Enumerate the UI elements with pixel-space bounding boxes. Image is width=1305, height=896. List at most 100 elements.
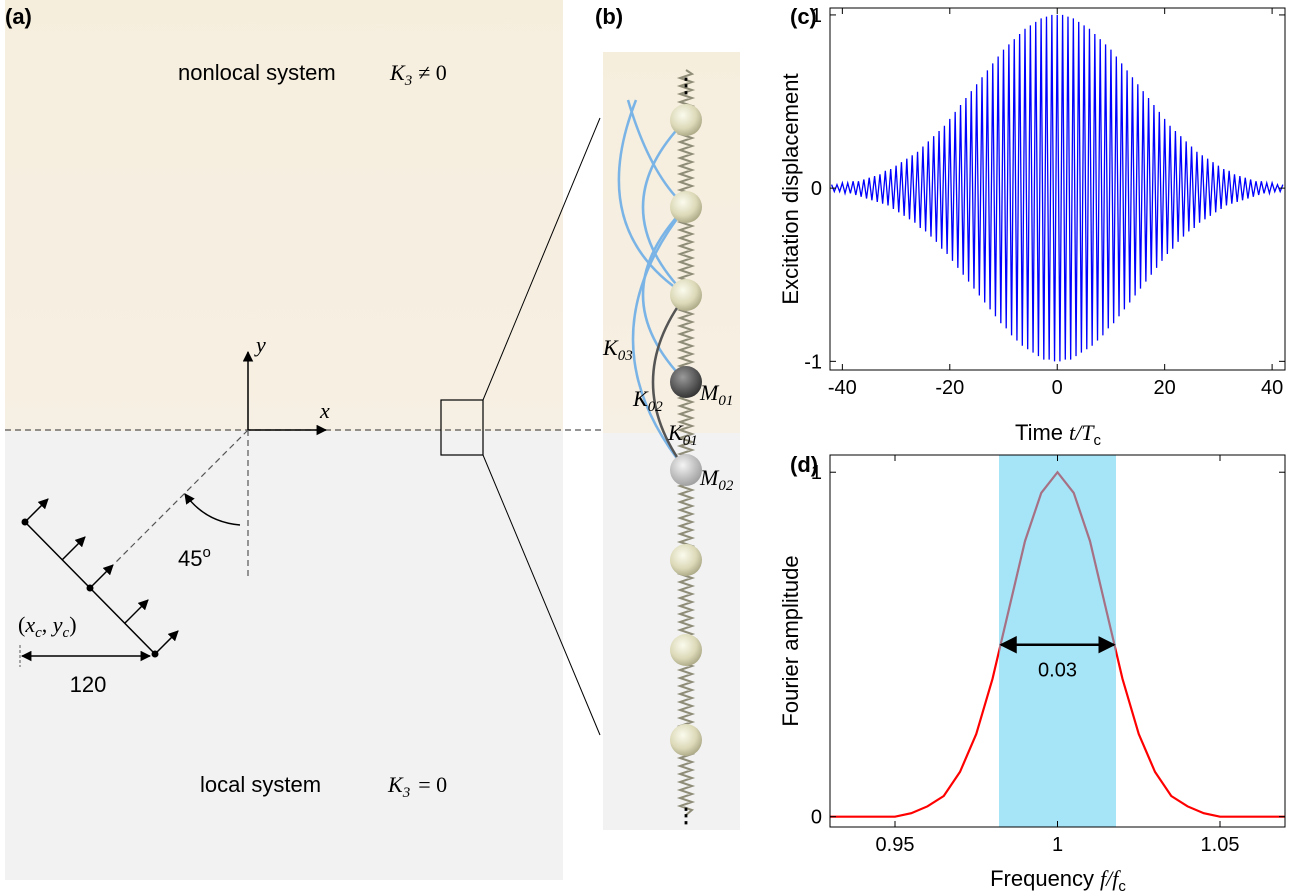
mass bbox=[670, 279, 702, 311]
symbol: M bbox=[699, 380, 720, 405]
panel-label: (a) bbox=[5, 4, 32, 29]
x-tick-label: 0.95 bbox=[876, 834, 915, 856]
text: , bbox=[42, 612, 53, 637]
bandwidth-label: 0.03 bbox=[1038, 660, 1077, 682]
coupling-arc bbox=[641, 206, 687, 383]
zoom-line bbox=[482, 454, 601, 736]
mass-label: M01 bbox=[699, 380, 733, 409]
ellipsis: ⋮ bbox=[676, 805, 696, 827]
mass-label: M02 bbox=[699, 465, 734, 494]
relation: ≠ 0 bbox=[418, 60, 447, 85]
x-tick-label: 1 bbox=[1052, 834, 1063, 856]
subscript: 02 bbox=[718, 478, 734, 494]
symbol: K bbox=[632, 386, 649, 411]
subscript: c bbox=[1094, 432, 1102, 449]
mass bbox=[670, 724, 702, 756]
panel-label: (b) bbox=[595, 4, 623, 29]
guide-line bbox=[114, 429, 249, 564]
frequency-band bbox=[999, 455, 1116, 827]
coupling-arc bbox=[617, 99, 687, 297]
symbol: K bbox=[387, 772, 404, 797]
panel-a-background bbox=[5, 0, 563, 880]
region-equation: K3 = 0 bbox=[387, 772, 447, 801]
text: ) bbox=[69, 612, 76, 637]
relation: = 0 bbox=[418, 772, 447, 797]
x-tick-label: 40 bbox=[1261, 377, 1283, 399]
x-tick-label: 1.05 bbox=[1201, 834, 1240, 856]
x-axis-label: Time t/Tc bbox=[1015, 420, 1102, 449]
subscript: 01 bbox=[683, 433, 698, 449]
source-point bbox=[86, 584, 94, 592]
dimension-label: 120 bbox=[70, 672, 107, 697]
coupling-arc bbox=[641, 119, 687, 296]
source-label: (xc, yc) bbox=[18, 612, 77, 641]
zoom-line bbox=[482, 117, 601, 401]
subscript: c bbox=[1118, 878, 1126, 895]
x-tick-label: 0 bbox=[1052, 377, 1063, 399]
source-arrows bbox=[24, 498, 179, 655]
subscript: 01 bbox=[718, 393, 733, 409]
text: c bbox=[63, 625, 70, 641]
spring-label: K01 bbox=[667, 420, 698, 449]
symbol: f/f bbox=[1100, 866, 1121, 891]
symbol: K bbox=[667, 420, 684, 445]
source-arrow bbox=[124, 599, 149, 624]
region-label: local system bbox=[200, 772, 321, 797]
angle-unit: o bbox=[202, 544, 210, 561]
coupling-arcs bbox=[617, 99, 688, 471]
mass bbox=[670, 104, 702, 136]
coupling-arc bbox=[651, 294, 688, 471]
source-arrow bbox=[89, 564, 114, 589]
text: x bbox=[24, 612, 35, 637]
symbol: K bbox=[602, 335, 619, 360]
subscript: 02 bbox=[648, 399, 664, 415]
region-label: nonlocal system bbox=[178, 60, 336, 85]
y-tick-label: -1 bbox=[804, 351, 822, 373]
coupling-arc bbox=[631, 206, 687, 471]
spring-label: K03 bbox=[602, 335, 633, 364]
y-axis-label: Fourier amplitude bbox=[778, 555, 803, 726]
x-tick-label: 20 bbox=[1154, 377, 1176, 399]
data-line bbox=[831, 14, 1284, 362]
masses bbox=[670, 104, 702, 756]
text: Frequency bbox=[990, 866, 1094, 891]
y-tick-label: 1 bbox=[811, 462, 822, 484]
region-equation: K3 ≠ 0 bbox=[389, 60, 447, 89]
axis-name: y bbox=[254, 332, 266, 357]
x-tick-label: -20 bbox=[935, 377, 964, 399]
x-tick-label: -40 bbox=[828, 377, 857, 399]
subscript: 3 bbox=[404, 73, 413, 89]
mass bbox=[670, 454, 702, 486]
source-arrow bbox=[61, 536, 86, 561]
angle-arc bbox=[184, 493, 241, 526]
mass bbox=[670, 544, 702, 576]
source-arrow bbox=[24, 498, 49, 523]
panel-label: (c) bbox=[790, 4, 817, 29]
text: ( bbox=[18, 612, 25, 637]
x-axis-label: Frequency f/fc bbox=[990, 866, 1126, 895]
ellipsis: ⋮ bbox=[676, 75, 696, 97]
panel-label: (d) bbox=[790, 452, 818, 477]
spring-label: K02 bbox=[632, 386, 663, 415]
text: c bbox=[35, 625, 42, 641]
y-tick-label: 1 bbox=[811, 5, 822, 27]
angle-label: 45o bbox=[178, 544, 211, 571]
text: y bbox=[51, 612, 63, 637]
text: Time bbox=[1015, 420, 1063, 445]
source-point bbox=[21, 518, 29, 526]
zoom-box bbox=[440, 399, 484, 456]
y-tick-label: 0 bbox=[811, 178, 822, 200]
y-axis-label: Excitation displacement bbox=[778, 73, 803, 304]
y-tick-label: 0 bbox=[811, 807, 822, 829]
mass bbox=[670, 634, 702, 666]
angle-value: 45 bbox=[178, 546, 202, 571]
source-arrow bbox=[154, 630, 179, 655]
axis-name: x bbox=[319, 398, 330, 423]
symbol: M bbox=[699, 465, 720, 490]
symbol: K bbox=[389, 60, 406, 85]
mass bbox=[670, 191, 702, 223]
panel-b-background bbox=[603, 52, 740, 830]
source-point bbox=[151, 650, 159, 658]
